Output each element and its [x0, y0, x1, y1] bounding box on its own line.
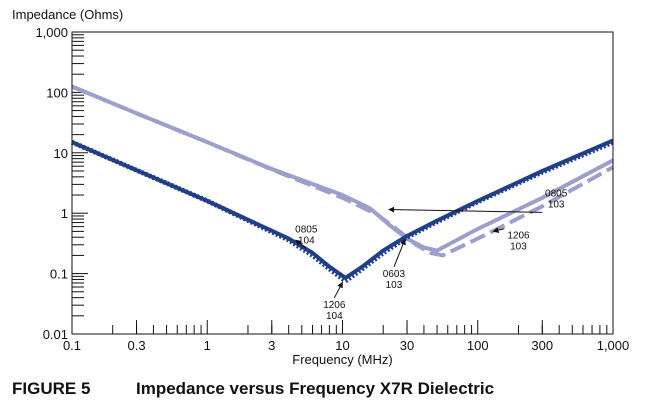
curve-1206-103 — [71, 84, 614, 258]
annotation-label: 103 — [510, 242, 527, 253]
y-tick-label: 100 — [46, 85, 68, 100]
annotation-label: 104 — [326, 311, 343, 322]
y-tick-label: 1 — [61, 206, 68, 221]
y-tick-label: 10 — [54, 146, 68, 161]
curve-1206-104 — [71, 139, 614, 284]
annotation-arrow — [393, 238, 406, 268]
impedance-chart: 0.1 0.3 1 3 10 30 100 300 1,000 0.010.11101001,0… — [12, 7, 629, 367]
x-tick-label: 3 — [268, 338, 275, 353]
curve-0603-103 — [71, 138, 614, 280]
annotation-label: 103 — [548, 199, 565, 210]
annotation-label: 0603 — [383, 269, 406, 280]
x-axis-title: Frequency (MHz) — [292, 352, 392, 367]
annotation-label: 103 — [386, 280, 403, 291]
y-tick-label: 0.01 — [43, 327, 68, 342]
figure-caption-text: Impedance versus Frequency X7R Dielectri… — [136, 379, 495, 398]
annotation-arrow — [295, 239, 307, 249]
annotation-arrow — [333, 281, 343, 299]
tick-marks — [71, 31, 614, 335]
y-tick-label: 0.1 — [50, 267, 68, 282]
figure-caption: FIGURE 5 Impedance versus Frequency X7R D… — [12, 379, 494, 399]
annotation-arrow — [388, 206, 543, 213]
y-axis-title: Impedance (Ohms) — [12, 7, 123, 22]
annotation-arrow — [492, 227, 505, 233]
x-tick-label: 10 — [335, 338, 349, 353]
plot-frame — [71, 31, 614, 335]
x-tick-labels: 0.1 0.3 1 3 10 30 100 300 1,000 — [63, 338, 629, 353]
curves — [71, 84, 614, 284]
annotation-label: 1206 — [507, 231, 530, 242]
annotation-label: 0805 — [295, 224, 318, 235]
annotation-label: 0805 — [545, 188, 568, 199]
x-tick-label: 0.1 — [63, 338, 81, 353]
x-tick-label: 100 — [467, 338, 489, 353]
y-tick-labels: 0.01 0.1 1 10 100 1,000 — [35, 25, 68, 342]
annotation-label: 1206 — [323, 300, 346, 311]
x-tick-label: 300 — [531, 338, 553, 353]
figure-number: FIGURE 5 — [12, 379, 91, 398]
x-tick-label: 1 — [204, 338, 211, 353]
y-tick-label: 1,000 — [35, 25, 68, 40]
annotation-label: 104 — [298, 235, 315, 246]
x-tick-label: 30 — [400, 338, 414, 353]
x-tick-label: 1,000 — [597, 338, 630, 353]
x-tick-label: 0.3 — [127, 338, 145, 353]
curve-0805-103 — [71, 84, 614, 253]
